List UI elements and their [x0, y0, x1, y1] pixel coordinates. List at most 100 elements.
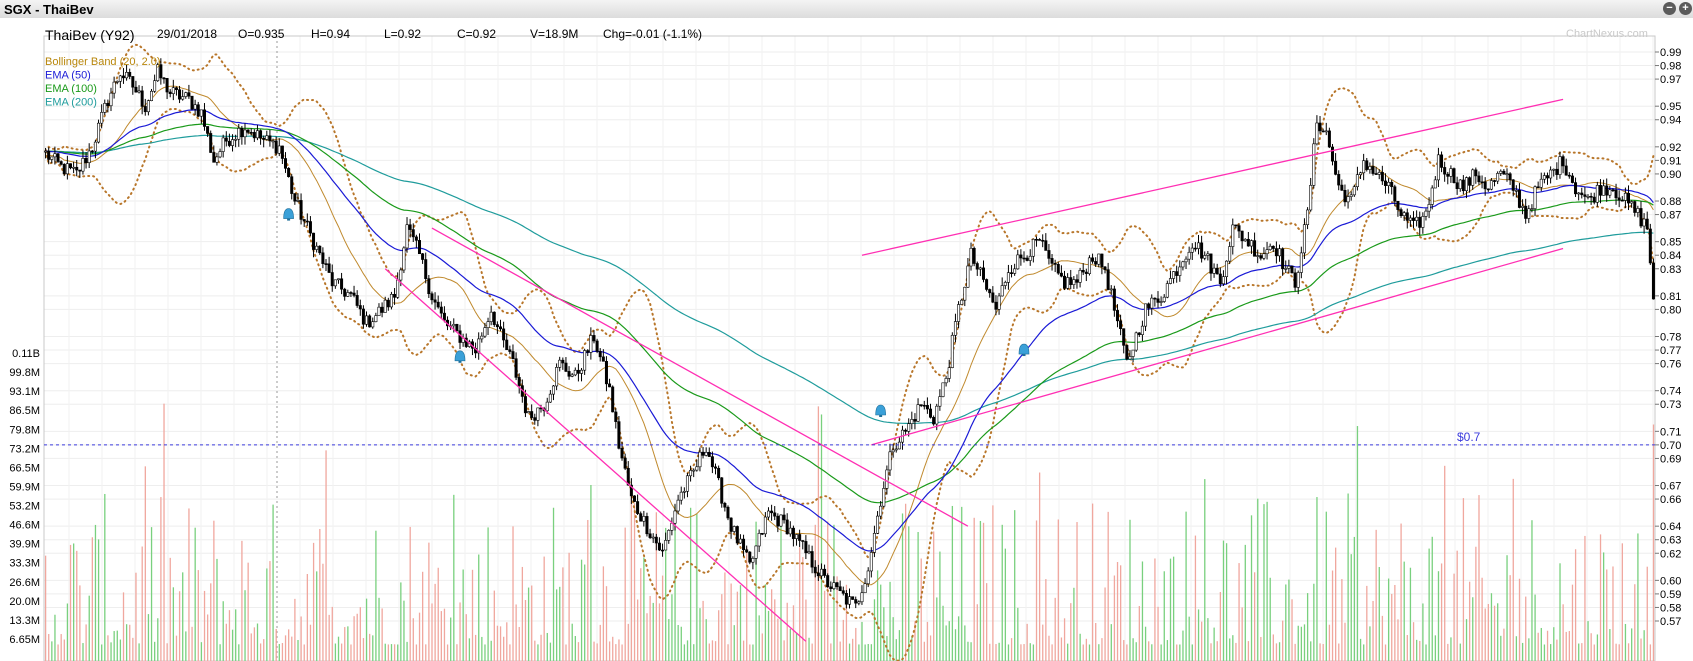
volume-bar: [381, 608, 383, 661]
legend-entry: EMA (100): [45, 83, 97, 95]
volume-bar: [122, 592, 125, 661]
price-chart[interactable]: $0.7 0.99 0.980.97 0.95 0.94 0.920.91 0.90 0.8…: [0, 18, 1693, 661]
candle-body: [137, 90, 141, 93]
candle-body: [84, 158, 88, 163]
price-tick-label: 0.91: [1660, 155, 1681, 167]
volume-bar: [166, 643, 168, 661]
volume-bar: [577, 642, 580, 661]
window-title: SGX - ThaiBev: [4, 2, 94, 17]
volume-bar: [1085, 638, 1088, 661]
volume-bar: [686, 640, 689, 661]
volume-bar: [281, 642, 284, 661]
volume-bar: [1459, 643, 1461, 661]
volume-bar: [247, 562, 249, 661]
volume-bar: [250, 633, 252, 661]
volume-bar: [1350, 554, 1352, 661]
candle-body: [365, 315, 369, 325]
volume-bar: [1571, 584, 1574, 661]
volume-bar: [524, 600, 527, 661]
candle-body: [1598, 185, 1602, 196]
candle-body: [1477, 175, 1481, 183]
volume-bar: [200, 642, 203, 661]
volume-bar: [1238, 563, 1240, 661]
candle-body: [545, 401, 549, 412]
volume-bar: [1487, 604, 1489, 661]
candle-body: [1393, 186, 1397, 202]
price-tick-label: 0.58: [1660, 602, 1681, 614]
volume-bar: [1210, 643, 1212, 661]
volume-bar: [1144, 626, 1147, 661]
volume-bar: [1045, 579, 1047, 661]
volume-bar: [1375, 529, 1377, 661]
candle-body: [330, 272, 334, 287]
volume-bar: [855, 627, 857, 661]
candle-body: [299, 200, 303, 220]
candle-body: [813, 566, 817, 574]
volume-bar: [914, 621, 916, 661]
volume-bar: [1347, 493, 1349, 661]
volume-bar: [718, 610, 720, 661]
candle-body: [576, 369, 580, 374]
volume-bar: [1599, 534, 1602, 661]
alert-markers: [283, 208, 1030, 418]
bell-marker-icon: [875, 404, 886, 416]
candle-body: [1321, 130, 1325, 133]
candle-body: [1025, 257, 1029, 261]
volume-bar: [552, 507, 555, 661]
candle-body: [495, 324, 499, 328]
volume-bar: [1621, 543, 1623, 661]
volume-bar: [1618, 644, 1620, 661]
minus-circle-icon[interactable]: −: [1663, 2, 1676, 15]
volume-bar: [1528, 638, 1530, 661]
candle-body: [417, 240, 421, 255]
candle-body: [1215, 267, 1219, 275]
candle-body: [701, 451, 705, 456]
candle-body: [1243, 238, 1247, 242]
candle-body: [1100, 253, 1104, 268]
price-tick-label: 0.97: [1660, 74, 1681, 86]
candle-body: [629, 484, 633, 497]
candle-body: [1122, 328, 1126, 346]
candle-body: [1461, 179, 1465, 192]
volume-bar: [680, 626, 682, 661]
candle-body: [1225, 260, 1229, 277]
volume-bar: [453, 494, 455, 661]
volume-bar: [1007, 644, 1010, 661]
volume-bar: [665, 527, 667, 661]
volume-bar: [889, 581, 891, 661]
candle-body: [168, 91, 172, 94]
volume-bar: [1506, 555, 1508, 661]
candle-body: [1115, 310, 1119, 322]
volume-bar: [1472, 597, 1474, 661]
price-tick-label: 0.81: [1660, 291, 1681, 303]
volume-tick-label: 79.8M: [9, 424, 40, 436]
candle-body: [714, 466, 718, 469]
candle-body: [1630, 201, 1634, 204]
volume-bar: [964, 625, 966, 661]
volume-bar: [303, 644, 305, 661]
volume-bar: [1294, 643, 1296, 661]
volume-bar: [1038, 472, 1041, 661]
candle-body: [1496, 173, 1500, 182]
volume-bar: [462, 569, 464, 661]
volume-bar: [403, 600, 405, 661]
candle-body: [1480, 181, 1484, 184]
volume-bar: [1219, 592, 1222, 661]
volume-bar: [1531, 520, 1533, 661]
candle-body: [187, 92, 191, 97]
volume-bar: [1157, 606, 1159, 661]
candle-body: [907, 423, 911, 432]
volume-bar: [1419, 640, 1421, 661]
candle-body: [860, 592, 864, 603]
volume-bar: [471, 569, 474, 661]
candle-body: [1309, 185, 1313, 211]
plus-circle-icon[interactable]: +: [1679, 2, 1692, 15]
volume-bar: [1266, 501, 1268, 661]
volume-bar: [163, 403, 165, 661]
volume-bar: [350, 644, 352, 661]
volume-bar: [618, 639, 620, 661]
volume-bar: [861, 621, 863, 661]
volume-bar: [141, 546, 143, 661]
volume-bar: [1306, 593, 1309, 661]
candle-body: [1249, 240, 1253, 247]
